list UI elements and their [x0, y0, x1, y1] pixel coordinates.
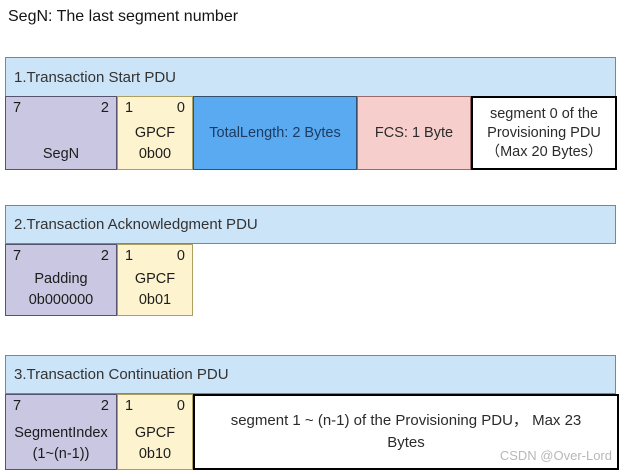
bit-range: 7 2: [6, 97, 116, 116]
field-label-line2: 0b00: [138, 146, 172, 162]
bit-high-label: 1: [125, 248, 134, 264]
field-label-line1: GPCF: [134, 271, 176, 287]
field-label-lines: Padding 0b000000: [6, 269, 116, 315]
section-3-header-label: 3.Transaction Continuation PDU: [14, 366, 229, 383]
bit-range: 1 0: [118, 245, 192, 264]
field-gpcf-cell-start: 1 0 GPCF 0b00: [117, 96, 193, 170]
bit-low-label: 0: [176, 100, 185, 116]
page-title: SegN: The last segment number: [8, 8, 239, 25]
watermark: CSDN @Over-Lord: [499, 448, 612, 463]
bit-range: 7 2: [6, 395, 116, 414]
bit-low-label: 0: [176, 248, 185, 264]
bit-low-label: 2: [100, 248, 109, 264]
field-label-line2: 0b01: [138, 292, 172, 308]
field-segment-n-payload-cell: segment 1 ~ (n-1) of the Provisioning PD…: [193, 394, 619, 470]
bit-low-label: 2: [100, 398, 109, 414]
bit-range: 1 0: [118, 97, 192, 116]
field-gpcf-cell-continuation: 1 0 GPCF 0b10: [117, 394, 193, 470]
bit-high-label: 1: [125, 100, 134, 116]
field-label-line2: 0b10: [138, 446, 172, 462]
field-label-lines: SegmentIndex (1~(n-1)): [6, 423, 116, 469]
section-1-header: 1.Transaction Start PDU: [5, 57, 616, 97]
section-3-header: 3.Transaction Continuation PDU: [5, 355, 616, 394]
field-label-line1: SegmentIndex: [14, 425, 108, 441]
section-1-header-label: 1.Transaction Start PDU: [14, 68, 177, 86]
field-label-line1: GPCF: [134, 125, 176, 141]
field-label-line2: 0b000000: [28, 292, 94, 308]
field-padding-cell: 7 2 Padding 0b000000: [5, 244, 117, 316]
bit-high-label: 7: [13, 100, 22, 116]
field-label-lines: GPCF 0b01: [118, 269, 192, 315]
field-gpcf-cell-ack: 1 0 GPCF 0b01: [117, 244, 193, 316]
section-2-header: 2.Transaction Acknowledgment PDU: [5, 205, 616, 244]
bit-high-label: 1: [125, 398, 134, 414]
field-label-lines: SegN: [6, 123, 116, 169]
section-2-header-label: 2.Transaction Acknowledgment PDU: [14, 216, 258, 233]
bit-low-label: 2: [100, 100, 109, 116]
bit-high-label: 7: [13, 248, 22, 264]
field-fcs-cell: FCS: 1 Byte: [357, 96, 471, 170]
field-label-line1: [6, 123, 116, 144]
field-segment-index-cell: 7 2 SegmentIndex (1~(n-1)): [5, 394, 117, 470]
total-length-label: TotalLength: 2 Bytes: [209, 125, 341, 141]
field-total-length-cell: TotalLength: 2 Bytes: [193, 96, 357, 170]
field-label-line1: Padding: [34, 271, 88, 287]
field-label-lines: GPCF 0b10: [118, 423, 192, 469]
bit-range: 1 0: [118, 395, 192, 414]
field-segn-cell: 7 2 SegN: [5, 96, 117, 170]
segment0-payload-label: segment 0 of the Provisioning PDU （Max 2…: [485, 105, 603, 160]
bit-high-label: 7: [13, 398, 22, 414]
field-label-lines: GPCF 0b00: [118, 123, 192, 169]
segment-n-payload-label: segment 1 ~ (n-1) of the Provisioning PD…: [230, 412, 582, 451]
field-label-line2: SegN: [42, 146, 80, 162]
fcs-label: FCS: 1 Byte: [374, 125, 454, 141]
field-label-line1: GPCF: [134, 425, 176, 441]
bit-low-label: 0: [176, 398, 185, 414]
field-label-line2: (1~(n-1)): [32, 446, 90, 462]
bit-range: 7 2: [6, 245, 116, 264]
field-segment0-payload-cell: segment 0 of the Provisioning PDU （Max 2…: [471, 96, 617, 170]
